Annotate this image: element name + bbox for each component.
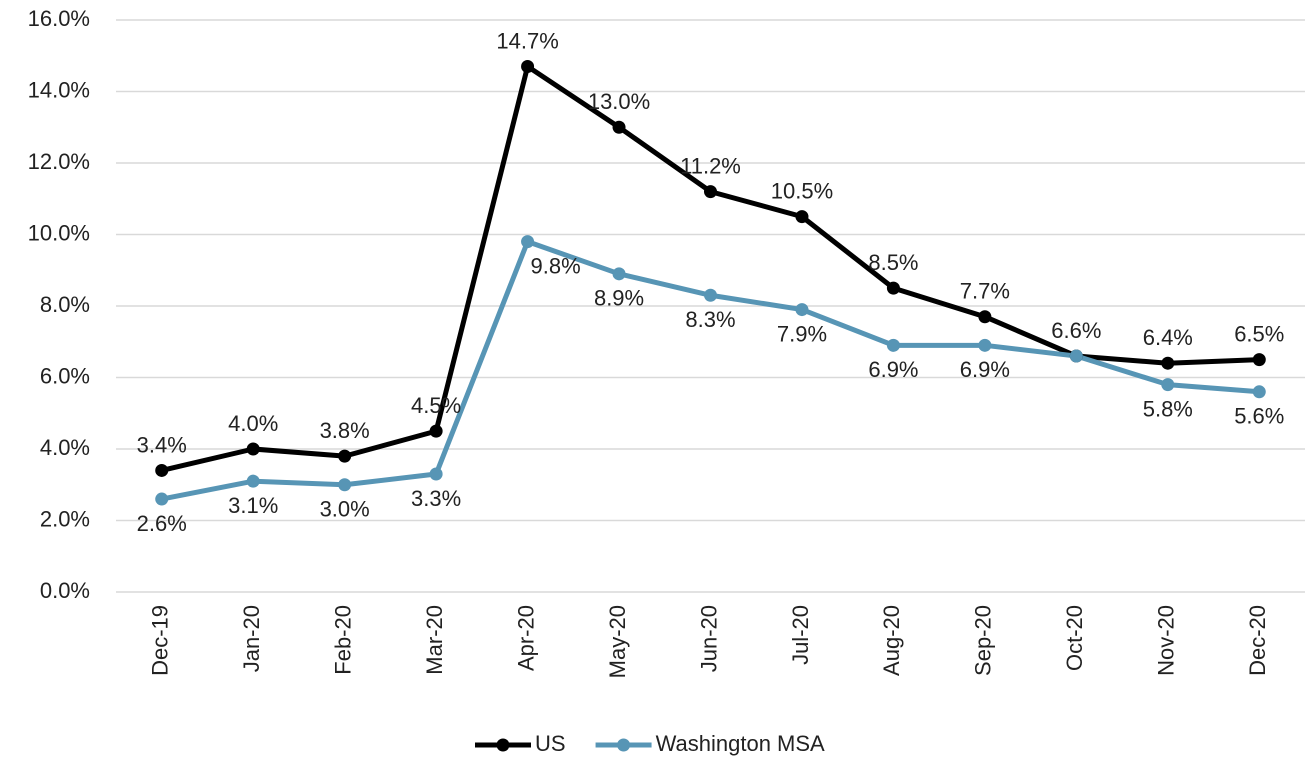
data-point	[521, 235, 535, 249]
legend-marker	[617, 738, 631, 752]
y-tick-label: 8.0%	[40, 292, 90, 317]
data-label: 8.9%	[594, 286, 644, 311]
data-point	[886, 281, 900, 295]
data-point	[612, 120, 626, 134]
x-tick-label: Nov-20	[1154, 605, 1179, 676]
data-label: 6.9%	[960, 357, 1010, 382]
data-label: 11.2%	[680, 153, 741, 178]
y-tick-label: 10.0%	[28, 220, 90, 245]
series-line	[161, 63, 1260, 473]
data-point	[429, 424, 443, 438]
data-point	[704, 185, 717, 199]
data-label: 2.6%	[137, 511, 187, 536]
data-label: 8.5%	[868, 250, 918, 275]
data-label: 10.5%	[771, 178, 833, 203]
data-label: 5.8%	[1143, 396, 1193, 421]
data-point	[1161, 378, 1175, 392]
data-label: 14.7%	[496, 28, 558, 53]
data-point	[886, 338, 900, 352]
legend-label: Washington MSA	[656, 731, 825, 756]
data-point	[338, 478, 352, 492]
y-tick-label: 16.0%	[28, 6, 90, 31]
x-tick-label: Dec-19	[148, 605, 173, 676]
data-label: 4.0%	[228, 411, 278, 436]
data-label: 6.6%	[1051, 318, 1101, 343]
data-label: 6.4%	[1143, 325, 1193, 350]
legend-label: US	[535, 731, 566, 756]
data-label: 6.5%	[1234, 321, 1284, 346]
x-tick-label: Jul-20	[788, 605, 813, 665]
data-point	[795, 210, 809, 224]
data-label: 7.7%	[960, 279, 1010, 304]
data-point	[1252, 385, 1266, 399]
y-tick-label: 6.0%	[40, 363, 90, 388]
data-point	[1161, 356, 1175, 370]
data-point	[795, 303, 809, 317]
y-tick-label: 14.0%	[28, 77, 90, 102]
data-label: 9.8%	[530, 253, 580, 278]
legend-marker	[496, 738, 510, 752]
data-label: 3.1%	[228, 493, 278, 518]
data-label: 3.3%	[411, 486, 461, 511]
x-tick-label: Feb-20	[330, 605, 355, 675]
data-label: 3.8%	[320, 418, 370, 443]
data-point	[704, 288, 717, 302]
y-tick-label: 4.0%	[40, 435, 90, 460]
x-tick-label: Jan-20	[239, 605, 264, 672]
y-tick-label: 0.0%	[40, 578, 90, 603]
x-tick-label: Apr-20	[513, 605, 538, 671]
y-tick-label: 12.0%	[28, 149, 90, 174]
data-point	[521, 59, 535, 73]
data-point	[155, 463, 169, 477]
x-tick-label: Aug-20	[879, 605, 904, 676]
data-label: 7.9%	[777, 321, 827, 346]
data-label: 13.0%	[588, 89, 650, 114]
data-label: 6.9%	[868, 357, 918, 382]
x-tick-label: Oct-20	[1062, 605, 1087, 671]
data-label: 3.4%	[137, 432, 187, 457]
x-tick-label: Jun-20	[696, 605, 721, 672]
data-point	[429, 467, 443, 481]
data-point	[246, 442, 260, 456]
data-point	[246, 474, 260, 488]
series-line	[161, 239, 1260, 502]
data-point	[978, 310, 992, 324]
data-label: 3.0%	[320, 497, 370, 522]
x-tick-label: Dec-20	[1245, 605, 1270, 676]
data-label: 4.5%	[411, 393, 461, 418]
data-label: 5.6%	[1234, 404, 1284, 429]
data-point	[1069, 349, 1083, 363]
data-label: 8.3%	[685, 307, 735, 332]
data-point	[978, 338, 992, 352]
x-tick-label: Mar-20	[422, 605, 447, 675]
x-tick-label: May-20	[605, 605, 630, 678]
y-tick-label: 2.0%	[40, 506, 90, 531]
data-point	[1252, 353, 1266, 367]
data-point	[612, 267, 626, 281]
data-point	[338, 449, 352, 463]
x-tick-label: Sep-20	[971, 605, 996, 676]
data-point	[155, 492, 169, 506]
